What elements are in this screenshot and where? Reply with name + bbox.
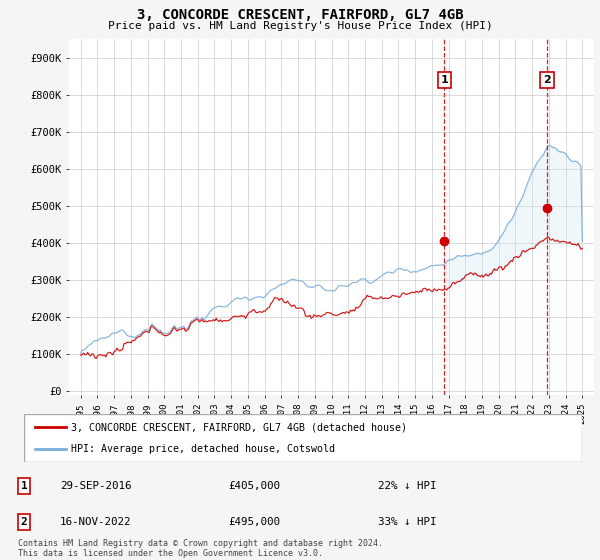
Text: 3, CONCORDE CRESCENT, FAIRFORD, GL7 4GB: 3, CONCORDE CRESCENT, FAIRFORD, GL7 4GB bbox=[137, 8, 463, 22]
Text: Contains HM Land Registry data © Crown copyright and database right 2024.
This d: Contains HM Land Registry data © Crown c… bbox=[18, 539, 383, 558]
Text: HPI: Average price, detached house, Cotswold: HPI: Average price, detached house, Cots… bbox=[71, 444, 335, 454]
Text: 33% ↓ HPI: 33% ↓ HPI bbox=[378, 517, 437, 527]
Text: 22% ↓ HPI: 22% ↓ HPI bbox=[378, 481, 437, 491]
Text: 1: 1 bbox=[440, 75, 448, 85]
Text: 3, CONCORDE CRESCENT, FAIRFORD, GL7 4GB (detached house): 3, CONCORDE CRESCENT, FAIRFORD, GL7 4GB … bbox=[71, 422, 407, 432]
Text: £495,000: £495,000 bbox=[228, 517, 280, 527]
Text: 2: 2 bbox=[20, 517, 28, 527]
Text: 1: 1 bbox=[20, 481, 28, 491]
Text: 29-SEP-2016: 29-SEP-2016 bbox=[60, 481, 131, 491]
Text: £405,000: £405,000 bbox=[228, 481, 280, 491]
Text: 2: 2 bbox=[543, 75, 551, 85]
Text: 16-NOV-2022: 16-NOV-2022 bbox=[60, 517, 131, 527]
Text: Price paid vs. HM Land Registry's House Price Index (HPI): Price paid vs. HM Land Registry's House … bbox=[107, 21, 493, 31]
